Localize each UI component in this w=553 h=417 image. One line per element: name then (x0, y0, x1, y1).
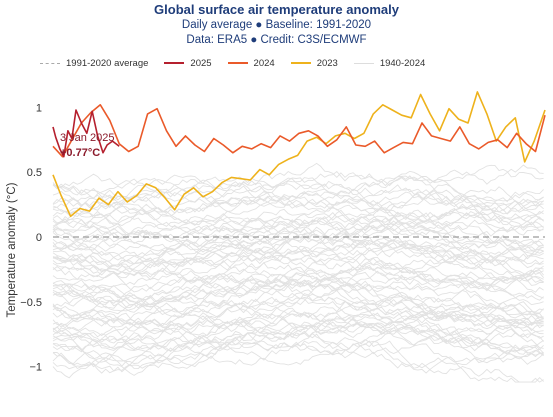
historical-year-line (52, 241, 544, 276)
historical-year-line (52, 348, 544, 383)
historical-year-line (52, 162, 544, 200)
historical-lines-group (52, 162, 544, 383)
legend-item-baseline[interactable]: 1991-2020 average (40, 58, 148, 69)
y-tick-label: 1 (36, 102, 42, 114)
chart-title: Global surface air temperature anomaly (154, 2, 399, 17)
legend-swatch-2025 (164, 62, 185, 64)
historical-year-line (52, 332, 544, 365)
y-axis-title: Temperature anomaly (°C) (6, 182, 18, 317)
historical-year-line (52, 164, 544, 197)
series-line-2024 (52, 104, 546, 158)
historical-year-line (52, 270, 544, 293)
legend-label-2025: 2025 (190, 57, 212, 69)
historical-year-line (52, 175, 544, 211)
annotation-3-jan-2025: 3 Jan 2025 +0.77°C (60, 132, 114, 159)
historical-year-line (52, 295, 544, 326)
series-line-2025 (52, 109, 120, 158)
chart-subtitle-baseline: Daily average ● Baseline: 1991-2020 (181, 19, 372, 31)
historical-year-line (52, 223, 544, 256)
historical-year-line (52, 197, 544, 224)
legend-item-historical[interactable]: 1940-2024 (353, 57, 426, 69)
historical-year-line (52, 320, 544, 358)
annotation-value: +0.77°C (60, 147, 100, 159)
historical-year-line (52, 254, 544, 284)
historical-year-line (52, 170, 544, 204)
legend-swatch-2024 (227, 62, 248, 64)
historical-year-line (52, 312, 544, 345)
legend-swatch-historical (353, 62, 374, 64)
historical-year-line (52, 278, 544, 305)
historical-year-line (52, 218, 544, 254)
legend-swatch-2023 (290, 62, 311, 64)
chart-subtitle-credit: Data: ERA5 ● Credit: C3S/ECMWF (186, 34, 367, 46)
historical-year-line (52, 262, 544, 306)
historical-year-line (52, 266, 544, 306)
legend-label-historical: 1940-2024 (379, 57, 426, 69)
historical-year-line (52, 339, 544, 369)
historical-year-line (52, 324, 544, 376)
historical-year-line (52, 283, 544, 329)
historical-year-line (52, 177, 544, 209)
legend-item-2024[interactable]: 2024 (227, 57, 275, 69)
historical-year-line (52, 209, 544, 239)
historical-year-line (52, 223, 544, 251)
y-tick-label: 0 (36, 232, 42, 244)
historical-year-line (52, 207, 544, 236)
historical-year-line (52, 215, 544, 249)
historical-year-line (52, 296, 544, 337)
historical-year-line (52, 207, 544, 231)
historical-year-line (52, 310, 544, 349)
historical-year-line (52, 277, 544, 329)
legend-label-2023: 2023 (316, 57, 338, 69)
legend-label-baseline: 1991-2020 average (66, 57, 149, 69)
y-tick-label: 0.5 (27, 167, 42, 179)
y-axis-ticks: 1 0.5 0 −0.5 −1 (20, 102, 42, 373)
annotation-date: 3 Jan 2025 (60, 132, 114, 144)
year-series-group (52, 91, 546, 218)
historical-year-line (52, 204, 544, 240)
historical-year-line (52, 265, 544, 306)
legend-item-2023[interactable]: 2023 (290, 57, 338, 69)
historical-year-line (52, 195, 544, 225)
y-tick-label: −0.5 (20, 297, 42, 309)
historical-year-line (52, 269, 544, 313)
historical-year-line (52, 264, 544, 299)
historical-year-line (52, 236, 544, 272)
historical-year-line (52, 314, 544, 349)
historical-year-line (52, 329, 544, 379)
historical-year-line (52, 226, 544, 256)
y-tick-label: −1 (29, 362, 42, 374)
legend-item-2025[interactable]: 2025 (164, 57, 212, 69)
historical-year-line (52, 307, 544, 353)
chart-legend: 1991-2020 average 2025 2024 2023 1940-20… (40, 56, 441, 70)
series-line-2023 (52, 91, 546, 218)
historical-year-line (52, 312, 544, 336)
legend-swatch-baseline (40, 62, 60, 64)
legend-label-2024: 2024 (253, 57, 275, 69)
historical-year-line (52, 340, 544, 383)
